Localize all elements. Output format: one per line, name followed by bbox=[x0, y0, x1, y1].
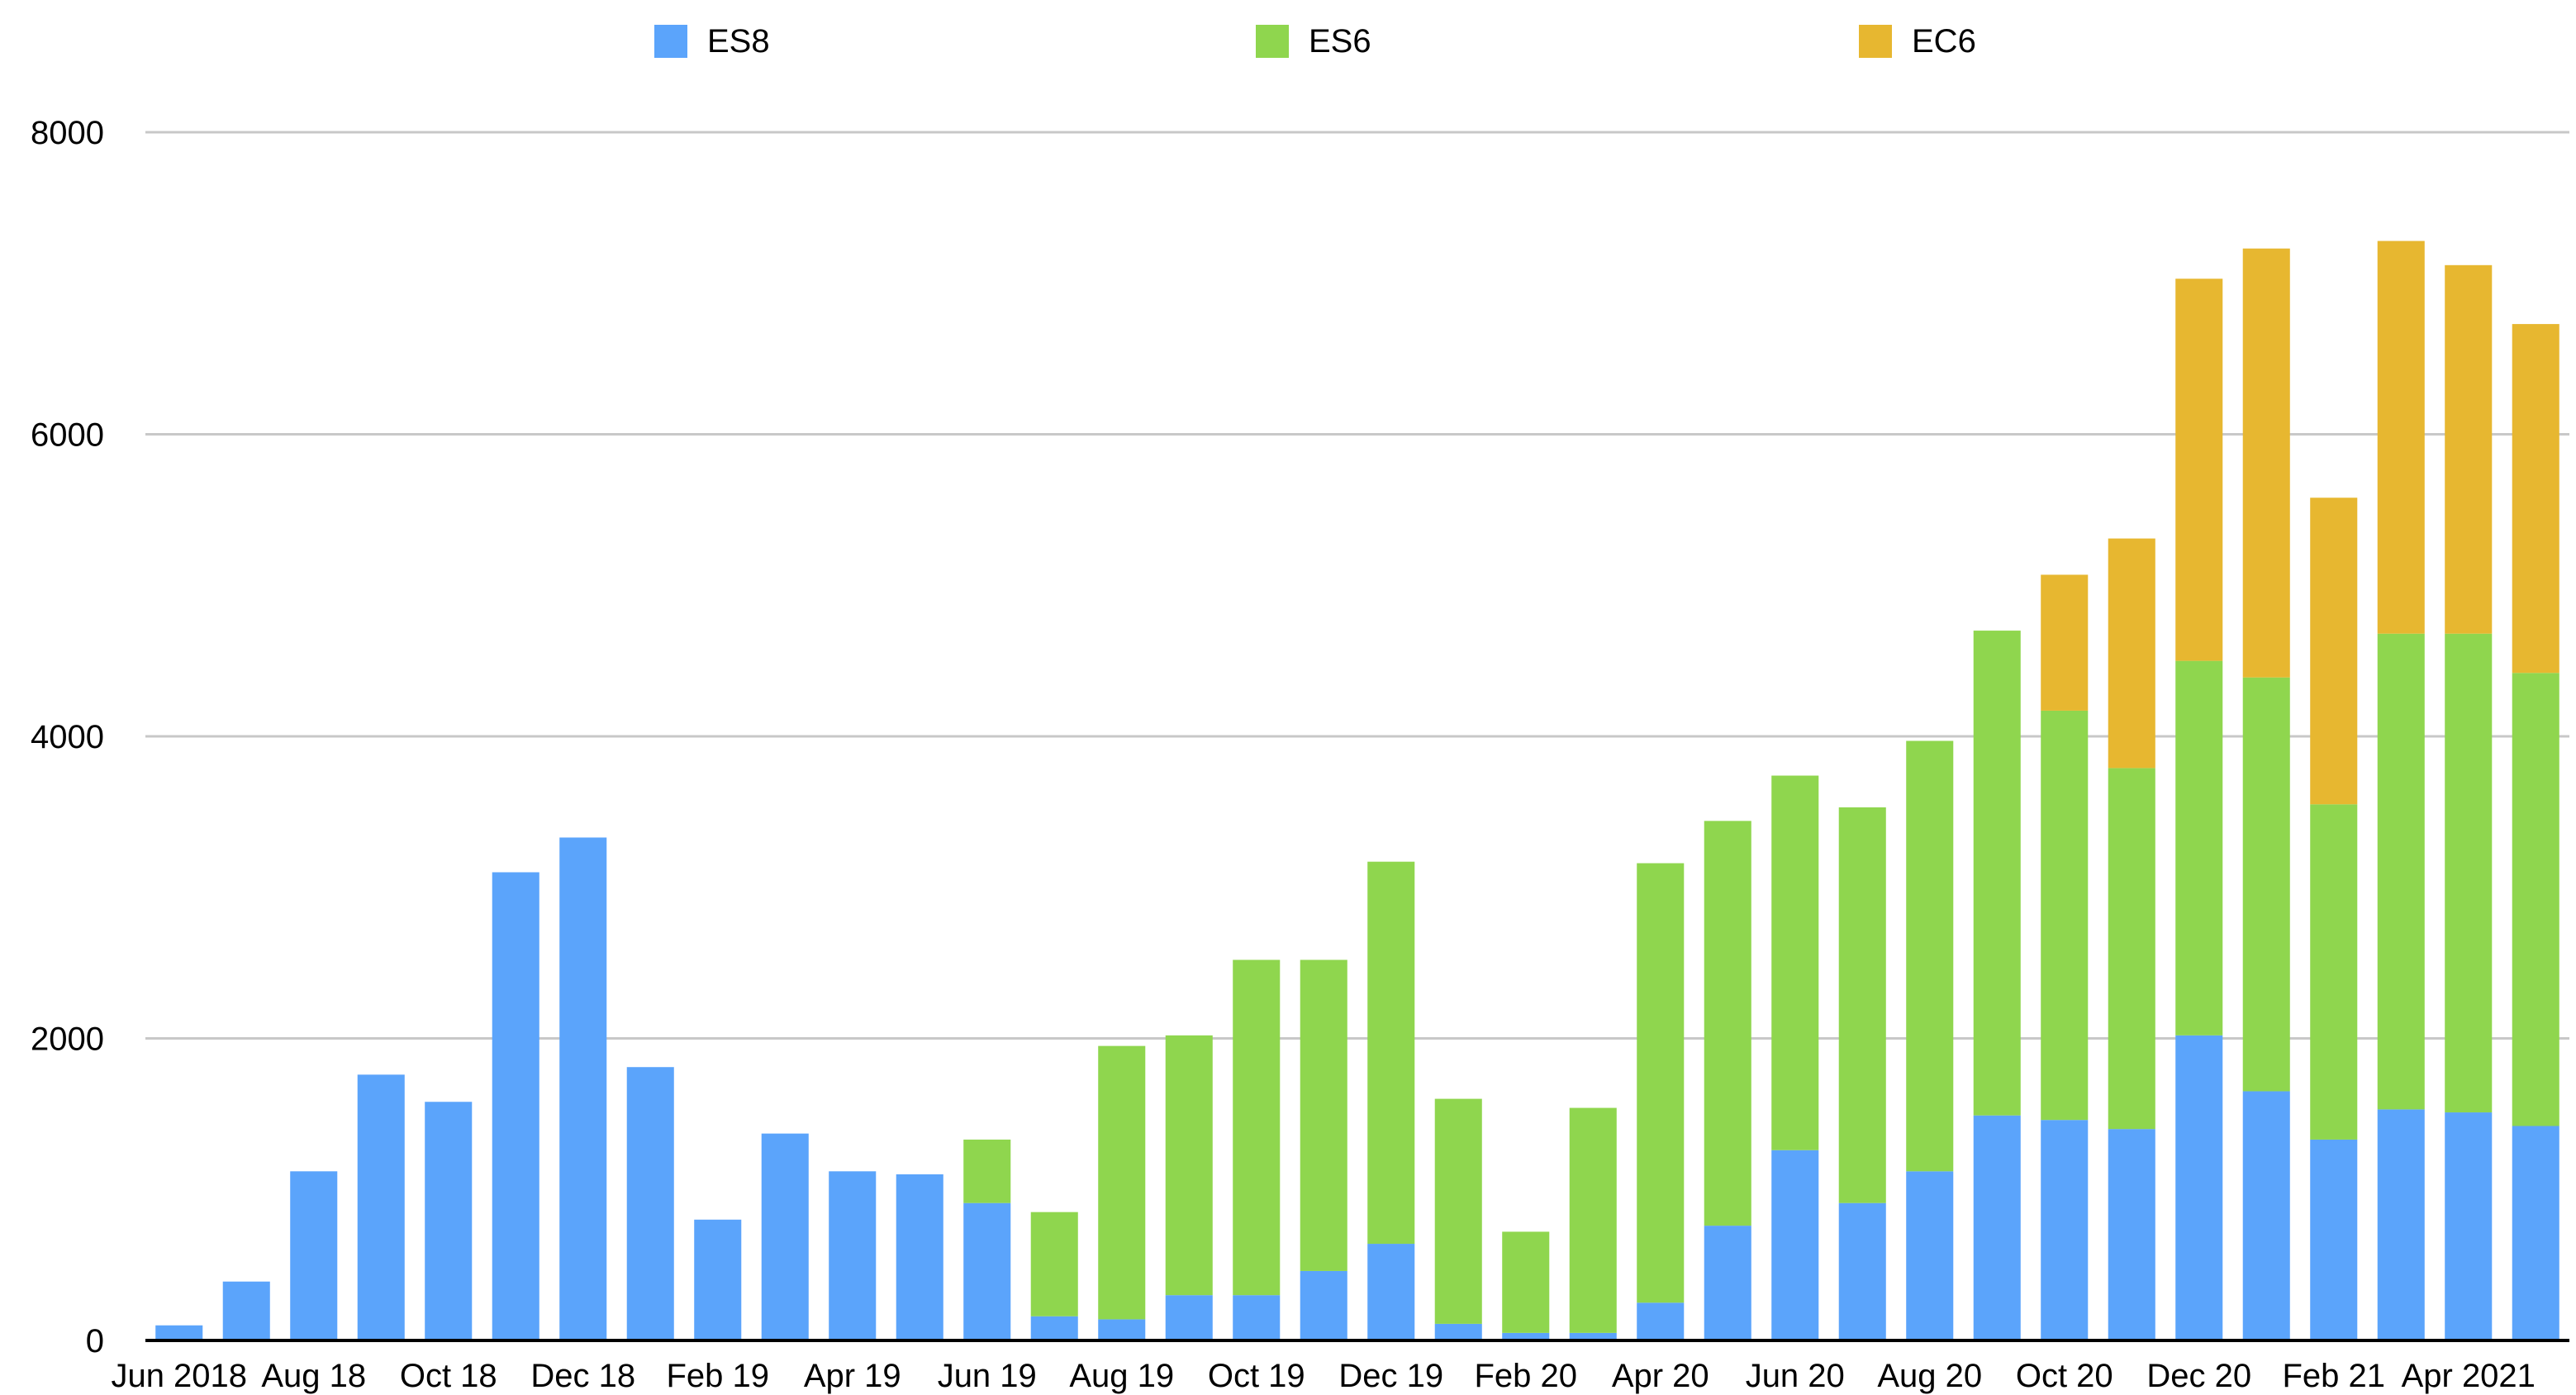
bar-es8 bbox=[2512, 1126, 2559, 1340]
bar-es6 bbox=[1502, 1231, 1550, 1333]
bar-es8 bbox=[2377, 1109, 2425, 1340]
bar-es6 bbox=[1704, 821, 1751, 1226]
bar-es6 bbox=[2242, 677, 2290, 1092]
bar-es6 bbox=[1300, 959, 1347, 1271]
bar-es8 bbox=[1434, 1323, 1482, 1340]
bar-es8 bbox=[222, 1281, 270, 1340]
y-tick-label: 0 bbox=[86, 1323, 104, 1359]
bar-es8 bbox=[1098, 1319, 1146, 1340]
bar-es6 bbox=[2175, 660, 2223, 1036]
bar-es8 bbox=[2310, 1139, 2358, 1340]
bar-es6 bbox=[2310, 804, 2358, 1140]
bar-es6 bbox=[2377, 633, 2425, 1110]
bar-es8 bbox=[896, 1174, 943, 1340]
bar-es6 bbox=[1637, 863, 1685, 1303]
bar-es8 bbox=[1569, 1332, 1617, 1340]
bar-ec6 bbox=[2108, 538, 2155, 769]
x-tick-label: Feb 19 bbox=[666, 1358, 769, 1394]
x-tick-label: Jun 19 bbox=[938, 1358, 1037, 1394]
bar-es8 bbox=[829, 1171, 877, 1340]
bar-es8 bbox=[1300, 1270, 1347, 1340]
bar-es8 bbox=[1838, 1202, 1886, 1340]
bar-es8 bbox=[761, 1133, 809, 1340]
x-tick-label: Jun 20 bbox=[1746, 1358, 1845, 1394]
bar-es8 bbox=[357, 1074, 405, 1340]
x-tick-label: Dec 18 bbox=[530, 1358, 635, 1394]
bar-es8 bbox=[2108, 1129, 2155, 1340]
bar-es8 bbox=[1704, 1226, 1751, 1340]
x-tick-label: Apr 19 bbox=[804, 1358, 901, 1394]
x-tick-label: Oct 18 bbox=[400, 1358, 497, 1394]
x-tick-label: Oct 20 bbox=[2016, 1358, 2113, 1394]
x-tick-label: Oct 19 bbox=[1208, 1358, 1305, 1394]
x-tick-label: Apr 2021 bbox=[2402, 1358, 2536, 1394]
bar-es6 bbox=[2512, 673, 2559, 1126]
bar-es6 bbox=[1434, 1098, 1482, 1324]
legend-label-ec6: EC6 bbox=[1912, 23, 1976, 60]
bar-ec6 bbox=[2445, 264, 2493, 634]
x-tick-label: Feb 20 bbox=[1474, 1358, 1577, 1394]
bar-es6 bbox=[2108, 768, 2155, 1130]
bar-ec6 bbox=[2310, 498, 2358, 805]
bar-es6 bbox=[1030, 1212, 1078, 1316]
bar-es8 bbox=[2041, 1120, 2089, 1340]
bar-es6 bbox=[1771, 775, 1819, 1150]
bar-ec6 bbox=[2377, 240, 2425, 634]
x-tick-label: Aug 19 bbox=[1069, 1358, 1174, 1394]
bar-es8 bbox=[425, 1102, 473, 1340]
legend-swatch-es8 bbox=[654, 25, 687, 58]
bar-ec6 bbox=[2041, 574, 2089, 711]
bar-es6 bbox=[1906, 740, 1954, 1172]
bar-es8 bbox=[492, 872, 539, 1340]
x-tick-label: Dec 20 bbox=[2146, 1358, 2251, 1394]
bar-es8 bbox=[1502, 1332, 1550, 1340]
legend-label-es6: ES6 bbox=[1309, 23, 1371, 60]
y-tick-label: 2000 bbox=[31, 1021, 104, 1058]
x-tick-label: Jun 2018 bbox=[111, 1358, 247, 1394]
bar-es6 bbox=[1165, 1035, 1213, 1296]
legend-label-es8: ES8 bbox=[707, 23, 770, 60]
bar-ec6 bbox=[2175, 279, 2223, 661]
bar-es8 bbox=[1906, 1171, 1954, 1340]
x-tick-label: Apr 20 bbox=[1612, 1358, 1709, 1394]
y-tick-label: 4000 bbox=[31, 719, 104, 755]
bar-es6 bbox=[2445, 633, 2493, 1113]
bar-es6 bbox=[1569, 1107, 1617, 1333]
bar-es8 bbox=[1973, 1115, 2021, 1340]
bar-ec6 bbox=[2242, 248, 2290, 678]
bar-es6 bbox=[963, 1139, 1011, 1203]
bar-es6 bbox=[2041, 710, 2089, 1121]
bar-es6 bbox=[1838, 807, 1886, 1203]
bar-ec6 bbox=[2512, 324, 2559, 674]
bar-es8 bbox=[1637, 1302, 1685, 1340]
bar-es8 bbox=[1233, 1295, 1281, 1340]
x-tick-label: Feb 21 bbox=[2282, 1358, 2385, 1394]
bar-es8 bbox=[2242, 1091, 2290, 1340]
x-tick-label: Dec 19 bbox=[1338, 1358, 1443, 1394]
bar-es8 bbox=[1771, 1150, 1819, 1340]
x-tick-label: Aug 20 bbox=[1877, 1358, 1982, 1394]
bar-es8 bbox=[559, 837, 607, 1340]
bar-es8 bbox=[963, 1202, 1011, 1340]
legend-swatch-ec6 bbox=[1859, 25, 1892, 58]
bar-es6 bbox=[1973, 631, 2021, 1116]
x-tick-label: Aug 18 bbox=[261, 1358, 366, 1394]
bar-es6 bbox=[1367, 861, 1415, 1245]
legend-swatch-es6 bbox=[1256, 25, 1289, 58]
bar-es8 bbox=[155, 1325, 203, 1340]
y-tick-label: 6000 bbox=[31, 417, 104, 454]
bar-es8 bbox=[694, 1219, 742, 1340]
bar-es8 bbox=[290, 1171, 338, 1340]
bar-es6 bbox=[1233, 959, 1281, 1296]
bar-es8 bbox=[626, 1067, 674, 1340]
bar-es8 bbox=[1367, 1244, 1415, 1340]
bar-es8 bbox=[2445, 1112, 2493, 1340]
bar-es8 bbox=[1165, 1295, 1213, 1340]
y-tick-label: 8000 bbox=[31, 115, 104, 151]
bar-es6 bbox=[1098, 1045, 1146, 1320]
bar-es8 bbox=[1030, 1316, 1078, 1340]
bar-es8 bbox=[2175, 1035, 2223, 1340]
